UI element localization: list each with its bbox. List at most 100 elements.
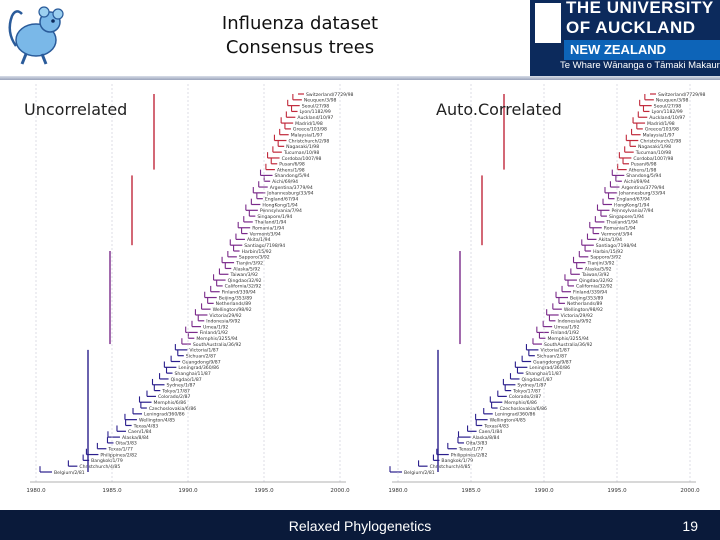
axis-tick-label: 1990.0 [534, 488, 554, 494]
taxon-label: Christchurch/4/85 [430, 464, 471, 470]
panel-label-uncorrelated: Uncorrelated [24, 100, 128, 119]
taxon-label: Shandong/5/94 [626, 173, 661, 179]
taxon-label: Finland/1/92 [551, 330, 579, 336]
taxon-label: Tokyo/17/87 [512, 388, 541, 394]
page-number: 19 [682, 518, 698, 534]
taxon-label: Victoria/29/92 [561, 313, 593, 319]
rat-mascot-logo [8, 6, 64, 65]
taxon-label: Greece/103/98 [293, 127, 327, 133]
taxon-label: Czechoslovakia/6/86 [149, 406, 196, 412]
taxon-label: Caen/1/84 [128, 429, 152, 435]
taxon-label: Tianjin/3/92 [587, 260, 615, 266]
taxon-label: Thailand/1/94 [254, 220, 287, 226]
taxon-label: Finland/1/92 [200, 330, 228, 336]
taxon-label: Wellington/98/92 [564, 307, 603, 313]
axis-tick-label: 2000.0 [680, 488, 700, 494]
taxon-label: Pennsylvania/7/94 [611, 208, 653, 214]
taxon-label: Belgium/2/81 [404, 470, 435, 476]
taxon-label: Harbin/15/92 [242, 249, 272, 255]
taxon-label: Santiago/7198/94 [244, 243, 285, 249]
taxon-label: Cordoba/1007/98 [282, 156, 322, 162]
taxon-label: Memphis/3255/94 [547, 336, 588, 342]
taxon-label: Thailand/1/94 [605, 220, 638, 226]
taxon-label: Memphis/6/86 [504, 400, 537, 406]
taxon-label: Colorado/2/87 [509, 394, 541, 400]
taxon-label: Umea/1/92 [203, 324, 228, 330]
taxon-label: SouthAustralia/36/92 [193, 342, 242, 348]
taxon-label: Christchurch/4/85 [79, 464, 120, 470]
taxon-label: Finland/339/94 [222, 290, 256, 296]
axis-tick-label: 1990.0 [178, 488, 198, 494]
taxon-label: Beijing/353/89 [570, 295, 603, 301]
taxon-label: Qingdao/1/87 [521, 377, 552, 383]
slide-title: Influenza dataset Consensus trees [150, 12, 450, 60]
taxon-label: Sapporo/3/92 [239, 255, 270, 261]
slide-footer: Relaxed Phylogenetics 19 [0, 510, 720, 540]
taxon-label: Oita/3/83 [466, 441, 487, 447]
taxon-label: Beijing/353/89 [219, 295, 252, 301]
taxon-label: Christchurch/2/98 [288, 138, 329, 144]
logo-line-1: THE UNIVERSITY [566, 0, 714, 17]
logo-line-4: Te Whare Wānanga o Tāmaki Makaurau [560, 60, 720, 71]
taxon-label: Auckland/10/97 [649, 115, 685, 121]
taxon-label: Malaysia/1/97 [643, 133, 675, 139]
header-divider [0, 76, 720, 80]
taxon-label: Romania/1/94 [252, 226, 284, 232]
consensus-tree-uncorrelated: Switzerland/7729/98Neuquen/3/98Seoul/27/… [26, 84, 354, 494]
taxon-label: Johannesburg/33/94 [618, 191, 665, 197]
taxon-label: Alaska/8/84 [473, 435, 500, 441]
taxon-label: Tokyo/17/87 [161, 388, 190, 394]
axis-tick-label: 2000.0 [330, 488, 350, 494]
taxon-label: Bangkok/1/79 [441, 458, 473, 464]
taxon-label: Indonesia/9/92 [557, 319, 591, 325]
logo-line-3: NEW ZEALAND [570, 42, 667, 57]
taxon-label: Argentina/3779/94 [270, 185, 313, 191]
taxon-label: Sydney/1/87 [166, 383, 195, 389]
taxon-label: Philippines/2/82 [451, 452, 488, 458]
taxon-label: Qingdao/1/87 [171, 377, 202, 383]
taxon-label: Madrid/1/98 [295, 121, 323, 127]
taxon-label: Nagasaki/1/98 [638, 144, 671, 150]
taxon-label: Romania/1/94 [604, 226, 636, 232]
taxon-label: Akita/1/94 [598, 237, 622, 243]
taxon-label: Texas/4/83 [483, 423, 509, 429]
taxon-label: Taiwan/3/92 [229, 272, 258, 278]
tree-panel-autocorrelated: Switzerland/7729/98 Neuquen/3/98 Seoul/27/… [368, 84, 708, 496]
taxon-label: Tucuman/10/98 [283, 150, 320, 156]
taxon-label: Lyon/1182/99 [300, 109, 331, 115]
taxon-label: Netherlands/89 [567, 301, 602, 307]
taxon-label: Memphis/3255/94 [196, 336, 237, 342]
taxon-label: Santiago/7198/94 [596, 243, 637, 249]
taxon-label: Victoria/29/92 [209, 313, 241, 319]
axis-tick-label: 1995.0 [254, 488, 274, 494]
taxon-label: Greece/103/98 [645, 127, 679, 133]
taxon-label: Oita/3/83 [115, 441, 136, 447]
taxon-label: Akita/1/94 [247, 237, 271, 243]
taxon-label: Taiwan/3/92 [581, 272, 610, 278]
taxon-label: Pusan/6/98 [631, 162, 657, 168]
taxon-label: England/67/94 [617, 196, 651, 202]
taxon-label: Shanghai/11/87 [175, 371, 211, 377]
taxon-label: England/67/94 [265, 196, 299, 202]
taxon-label: Leningrad/360/86 [178, 365, 219, 371]
footer-title: Relaxed Phylogenetics [288, 518, 432, 534]
taxon-label: Neuquen/3/98 [304, 98, 337, 104]
axis-tick-label: 1980.0 [388, 488, 408, 494]
taxon-label: Singapore/1/94 [609, 214, 644, 220]
logo-line-2: OF AUCKLAND [566, 18, 696, 37]
taxon-label: Athens/1/98 [629, 167, 657, 173]
taxon-label: Leningrad/360/86 [529, 365, 570, 371]
taxon-label: Argentina/3779/94 [621, 185, 664, 191]
taxon-label: Guangdong/9/87 [533, 359, 572, 365]
taxon-label: Switzerland/7729/98 [306, 92, 354, 98]
taxon-label: Victoria/1/87 [540, 348, 569, 354]
taxon-label: Wellington/4/85 [139, 417, 175, 423]
taxon-label: Caen/1/84 [479, 429, 503, 435]
taxon-label: Belgium/2/81 [54, 470, 85, 476]
axis-tick-label: 1980.0 [26, 488, 46, 494]
title-line-2: Consensus trees [225, 37, 375, 58]
taxon-label: Seoul/27/98 [654, 103, 682, 109]
consensus-tree-autocorrelated: Switzerland/7729/98Neuquen/3/98Seoul/27/… [388, 84, 706, 494]
taxon-label: Pennsylvania/7/94 [260, 208, 302, 214]
taxon-label: Philippines/2/82 [100, 452, 137, 458]
